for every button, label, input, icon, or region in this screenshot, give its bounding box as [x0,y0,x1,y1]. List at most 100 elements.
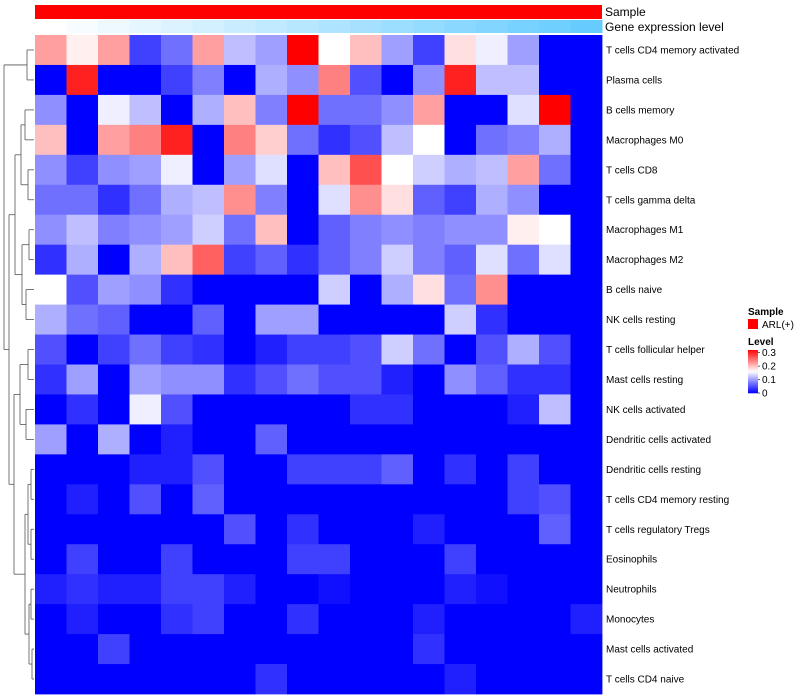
heatmap-cell [224,394,256,425]
legend-color-step [748,359,758,362]
heatmap-cell [381,124,414,156]
heatmap-cell [381,364,414,395]
heatmap-cell [66,64,99,96]
heatmap-cell [98,244,130,276]
row-label: Dendritic cells activated [606,435,711,446]
expression-annotation-cell [318,20,351,33]
heatmap-cell [66,604,99,635]
heatmap-cell [318,514,351,545]
heatmap-cell [318,544,351,575]
heatmap-cell [224,94,256,126]
heatmap-cell [444,454,477,485]
heatmap-cell [318,274,351,305]
heatmap-cell [381,604,414,635]
heatmap-cell [413,394,445,425]
heatmap-cells [35,35,603,695]
sample-annotation-bar [35,5,602,19]
row-label: B cells memory [606,105,674,116]
heatmap-cell [381,214,414,246]
heatmap-cell [350,424,382,455]
heatmap-cell [161,64,193,96]
heatmap-cell [539,514,571,545]
heatmap-cell [66,634,99,665]
heatmap-cell [98,424,130,455]
heatmap-cell [413,604,445,635]
heatmap-cell [413,484,445,515]
heatmap-cell [287,394,319,425]
heatmap-cell [66,214,99,246]
heatmap-cell [287,634,319,665]
heatmap-cell [318,35,351,66]
heatmap-cell [507,424,540,455]
heatmap-cell [287,484,319,515]
row-label: NK cells resting [606,315,675,326]
expression-annotation-cell [192,20,225,33]
heatmap-cell [129,304,162,335]
legend-color-step [748,376,758,379]
heatmap-cell [66,454,99,485]
heatmap-cell [507,304,540,335]
heatmap-cell [287,364,319,395]
heatmap-cell [66,274,99,305]
heatmap-cell [381,184,414,216]
heatmap-cell [381,634,414,665]
heatmap-cell [287,424,319,455]
heatmap-cell [192,454,225,485]
heatmap-cell [507,454,540,485]
heatmap-cell [161,154,193,186]
heatmap-cell [255,364,288,395]
heatmap-cell [66,664,99,695]
heatmap-cell [98,604,130,635]
heatmap-cell [129,544,162,575]
heatmap-cell [350,154,382,186]
heatmap-cell [129,244,162,276]
heatmap-cell [98,484,130,515]
heatmap-cell [413,274,445,305]
heatmap-cell [350,244,382,276]
heatmap-cell [129,634,162,665]
heatmap-cell [35,454,67,485]
heatmap-cell [35,604,67,635]
heatmap-cell [255,634,288,665]
heatmap-cell [66,544,99,575]
heatmap-cell [381,664,414,695]
heatmap-cell [192,184,225,216]
heatmap-cell [35,214,67,246]
legend-color-step [748,354,758,356]
heatmap-cell [539,454,571,485]
heatmap-cell [192,154,225,186]
heatmap-cell [129,604,162,635]
heatmap-cell [381,544,414,575]
heatmap-cell [161,94,193,126]
heatmap-cell [350,214,382,246]
heatmap-cell [318,574,351,605]
heatmap-cell [318,484,351,515]
heatmap-cell [570,424,603,455]
heatmap-cell [287,514,319,545]
heatmap-cell [539,64,571,96]
heatmap-cell [413,424,445,455]
legend-sample-title: Sample [748,307,784,318]
heatmap-cell [507,544,540,575]
heatmap-cell [539,274,571,305]
heatmap-cell [161,544,193,575]
heatmap-cell [413,514,445,545]
legend-color-step [748,352,758,354]
heatmap-cell [287,574,319,605]
legend-color-step [748,374,758,377]
heatmap-cell [98,394,130,425]
heatmap-cell [318,664,351,695]
heatmap-cell [255,124,288,156]
heatmap-cell [444,514,477,545]
heatmap-cell [287,154,319,186]
legend-color-step [748,353,758,355]
row-label: T cells CD8 [606,165,658,176]
legend-color-step [748,365,758,367]
heatmap-cell [98,454,130,485]
heatmap-cell [507,664,540,695]
expression-annotation-cell [224,20,256,33]
heatmap-cell [255,184,288,216]
heatmap-cell [129,154,162,186]
heatmap-cell [570,334,603,365]
